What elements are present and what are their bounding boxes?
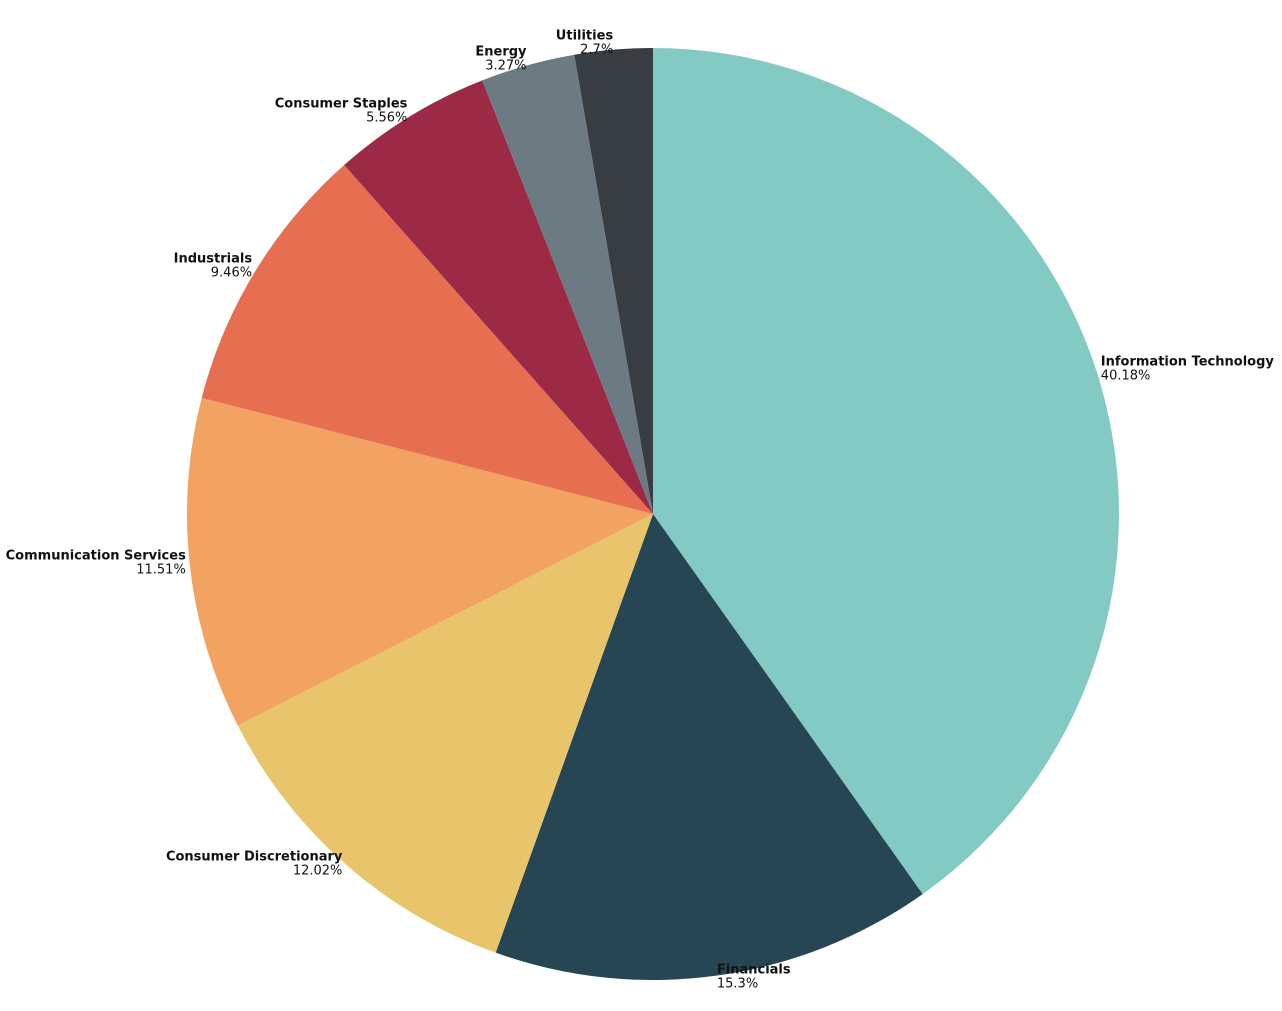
slice-value-label: 40.18%: [1101, 368, 1151, 383]
pie-slice: [574, 48, 653, 514]
slice-label: Energy: [475, 44, 527, 59]
slice-value-label: 3.27%: [485, 58, 526, 73]
slice-label: Consumer Discretionary: [166, 850, 343, 865]
slice-label: Industrials: [174, 252, 253, 267]
slice-label: Financials: [717, 963, 791, 978]
slice-value-label: 15.3%: [717, 977, 758, 992]
pie-slice: [186, 397, 653, 726]
pie-slice: [653, 48, 1119, 895]
pie-slice: [201, 165, 654, 514]
slice-label: Information Technology: [1101, 354, 1275, 369]
pie-slice: [495, 514, 923, 980]
pie-slice: [237, 514, 653, 953]
slice-value-label: 9.46%: [211, 266, 252, 281]
slice-label: Utilities: [556, 29, 614, 44]
pie-slice: [482, 54, 653, 515]
slice-label: Communication Services: [6, 548, 186, 563]
slice-label: Consumer Staples: [275, 96, 408, 111]
slice-value-label: 5.56%: [366, 110, 407, 125]
slice-value-label: 2.7%: [580, 43, 613, 58]
slice-value-label: 12.02%: [293, 864, 343, 879]
slice-value-label: 11.51%: [136, 562, 186, 577]
pie-slice: [344, 80, 653, 514]
